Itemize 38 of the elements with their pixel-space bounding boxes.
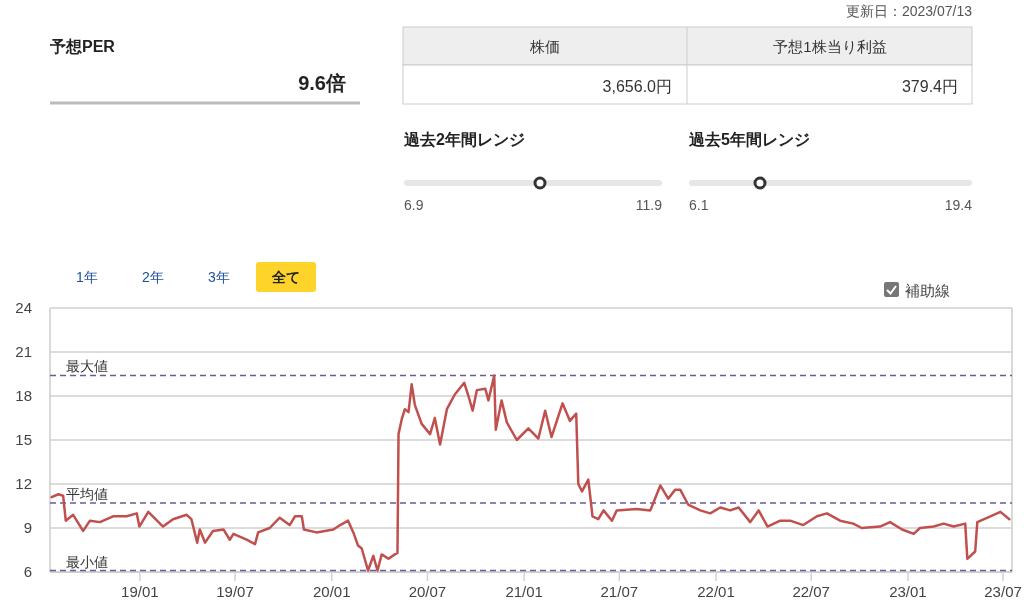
y-tick-label: 21 bbox=[15, 343, 32, 360]
ref-line-label: 平均値 bbox=[66, 486, 108, 503]
text: 過去5年間レンジ bbox=[688, 131, 810, 148]
x-tick-label: 20/01 bbox=[312, 583, 351, 600]
y-tick-label: 9 bbox=[23, 519, 32, 536]
x-tick-label: 22/01 bbox=[697, 583, 735, 600]
text: 予想PER bbox=[49, 38, 116, 55]
x-tick-label: 21/07 bbox=[600, 583, 639, 600]
text: 1年 bbox=[76, 269, 98, 285]
text: 11.9 bbox=[635, 197, 663, 213]
text: 6.9 bbox=[404, 197, 424, 213]
y-tick-label: 18 bbox=[15, 387, 32, 404]
text: 379.4円 bbox=[901, 78, 958, 95]
text: 予想1株当り利益 bbox=[773, 38, 887, 55]
text: 3,656.0円 bbox=[602, 78, 672, 95]
text: 更新日：2023/07/13 bbox=[845, 3, 973, 19]
x-tick-label: 19/07 bbox=[216, 583, 254, 600]
ref-line-label: 最小値 bbox=[66, 553, 108, 570]
x-tick-label: 23/07 bbox=[984, 583, 1022, 600]
text: 6.1 bbox=[689, 197, 709, 213]
y-tick-label: 24 bbox=[15, 299, 32, 316]
y-tick-label: 12 bbox=[15, 475, 32, 492]
x-tick-label: 20/07 bbox=[408, 583, 447, 600]
x-tick-label: 21/01 bbox=[505, 583, 543, 600]
text: 全て bbox=[271, 269, 300, 285]
text: 19.4 bbox=[944, 197, 973, 213]
text: 9.6倍 bbox=[298, 72, 346, 94]
y-tick-label: 15 bbox=[15, 431, 32, 448]
text: 補助線 bbox=[905, 282, 950, 299]
x-tick-label: 19/01 bbox=[121, 583, 159, 600]
ref-line-label: 最大値 bbox=[66, 358, 108, 375]
text: 株価 bbox=[529, 38, 560, 55]
text: 過去2年間レンジ bbox=[403, 131, 525, 148]
x-tick-label: 23/01 bbox=[889, 583, 927, 600]
text: 3年 bbox=[208, 269, 230, 285]
y-tick-label: 6 bbox=[23, 563, 32, 580]
x-tick-label: 22/07 bbox=[792, 583, 830, 600]
text: 2年 bbox=[142, 269, 164, 285]
